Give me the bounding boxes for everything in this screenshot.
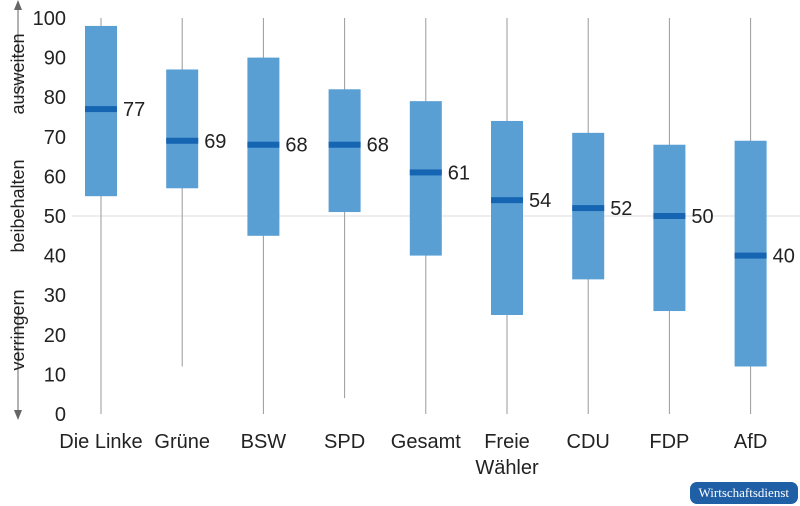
category-label: Grüne	[154, 431, 210, 453]
category-label: Freie	[484, 431, 530, 453]
arrow-up-icon	[14, 0, 22, 10]
median-line	[653, 213, 686, 219]
box	[166, 69, 199, 189]
y-tick-label: 100	[33, 8, 66, 30]
category-label: FDP	[649, 431, 689, 453]
median-label: 52	[610, 198, 632, 220]
y-tick-label: 40	[44, 246, 66, 268]
category-label: CDU	[567, 431, 610, 453]
y-tick-label: 60	[44, 166, 66, 188]
category-label: AfD	[734, 431, 767, 453]
median-line	[734, 252, 767, 259]
median-label: 77	[123, 99, 145, 121]
y-side-label: beibehalten	[8, 159, 28, 252]
median-label: 40	[773, 246, 795, 268]
median-label: 69	[204, 131, 226, 153]
median-line	[166, 137, 199, 144]
y-tick-label: 50	[44, 206, 66, 228]
median-label: 68	[285, 135, 307, 157]
median-line	[247, 141, 280, 148]
arrow-down-icon	[14, 410, 22, 420]
median-label: 50	[691, 206, 713, 228]
y-tick-label: 80	[44, 87, 66, 109]
median-line	[409, 169, 442, 176]
median-line	[572, 205, 605, 212]
y-tick-label: 20	[44, 325, 66, 347]
box	[653, 144, 686, 312]
y-tick-label: 10	[44, 364, 66, 386]
y-tick-label: 90	[44, 48, 66, 70]
category-label: Gesamt	[391, 431, 461, 453]
y-tick-label: 70	[44, 127, 66, 149]
box	[409, 101, 442, 256]
source-badge: Wirtschaftsdienst	[689, 482, 798, 504]
category-label: BSW	[241, 431, 287, 453]
median-line	[85, 106, 117, 113]
median-line	[491, 197, 523, 204]
y-tick-label: 30	[44, 285, 66, 307]
category-label: Die Linke	[59, 431, 142, 453]
y-tick-label: 0	[55, 404, 66, 426]
y-side-label: verringern	[8, 289, 28, 370]
category-label: SPD	[324, 431, 365, 453]
median-label: 61	[448, 162, 470, 184]
median-label: 54	[529, 190, 551, 212]
box	[491, 120, 523, 316]
box	[328, 89, 361, 213]
category-label: Wähler	[475, 457, 539, 479]
median-label: 68	[367, 135, 389, 157]
y-side-label: ausweiten	[8, 33, 28, 114]
median-line	[328, 141, 361, 148]
